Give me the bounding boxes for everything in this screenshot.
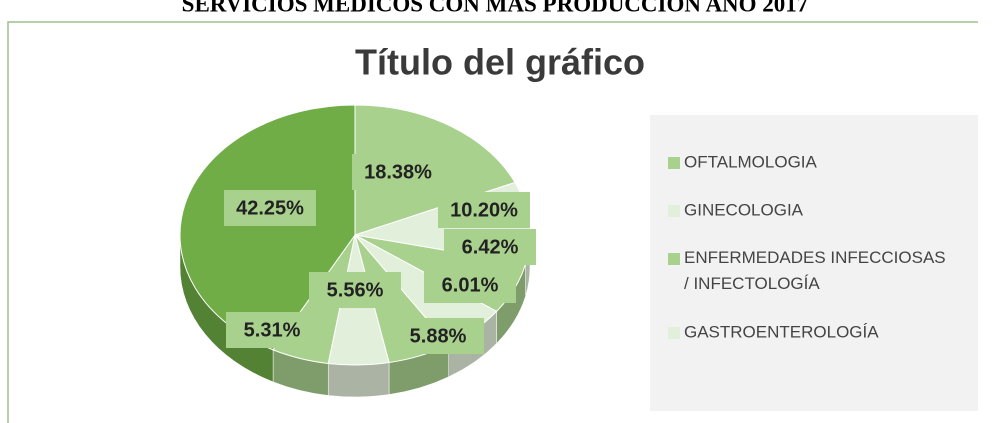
data-label-text: 6.01% [442,274,499,296]
legend-swatch [668,253,680,265]
data-label: 42.25% [224,190,316,226]
data-label: 5.88% [392,318,484,354]
legend-swatch [668,327,680,339]
slice-side [327,362,390,398]
legend-swatch [668,157,680,169]
data-label-text: 5.31% [244,319,301,341]
data-label-box [309,272,401,308]
data-label-box [424,267,516,303]
legend-label: ENFERMEDADES INFECCIOSAS / INFECTOLOGÍA [684,248,946,293]
data-label-text: 5.88% [410,325,467,347]
data-label-text: 10.20% [450,199,518,221]
data-label: 5.31% [226,312,318,348]
data-label-box [226,312,318,348]
data-label: 6.01% [424,267,516,303]
chart-frame [7,21,978,423]
data-label-box [352,154,444,190]
data-label: 5.56% [309,272,401,308]
legend-swatch [668,205,680,217]
data-label-box [224,190,316,226]
data-label-text: 6.42% [462,236,519,258]
data-label-text: 18.38% [364,161,432,183]
legend-label: GASTROENTEROLOGÍA [684,322,879,341]
data-label-text: 42.25% [236,197,304,219]
legend-panel [650,115,978,411]
legend-label: GINECOLOGIA [684,200,804,219]
data-label: 18.38% [352,154,444,190]
legend-label: OFTALMOLOGIA [684,152,818,171]
data-label-box [438,192,530,228]
data-label-box [392,318,484,354]
data-label-box [444,229,536,265]
data-label-text: 5.56% [327,279,384,301]
data-label: 10.20% [438,192,530,228]
chart-title: Título del gráfico [355,42,645,83]
data-label: 6.42% [444,229,536,265]
page-title: SERVICIOS MÉDICOS CON MÁS PRODUCCIÓN AÑO… [182,0,809,16]
